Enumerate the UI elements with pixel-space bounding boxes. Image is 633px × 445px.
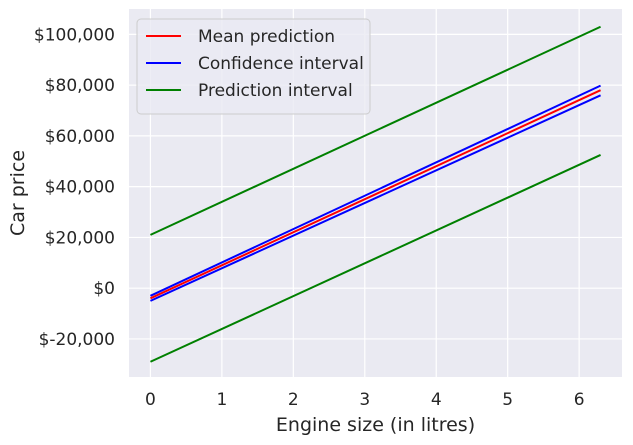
y-tick-label: $40,000	[45, 178, 115, 198]
x-tick-labels: 0 1 2 3 4 5 6	[145, 390, 585, 410]
legend-box	[136, 18, 371, 115]
y-tick-label: $60,000	[45, 127, 115, 147]
x-tick-label: 6	[574, 390, 585, 410]
x-tick-label: 1	[216, 390, 227, 410]
legend-label-mean-prediction: Mean prediction	[198, 27, 335, 47]
y-tick-label: $100,000	[34, 25, 115, 45]
y-tick-label: $0	[93, 279, 115, 299]
legend-entries: Mean prediction Confidence interval Predic…	[146, 27, 364, 101]
y-tick-label: $20,000	[45, 228, 115, 248]
y-gridlines	[129, 33, 622, 340]
x-tick-label: 0	[145, 390, 156, 410]
y-tick-label: $-20,000	[39, 330, 115, 350]
x-tick-label: 3	[359, 390, 370, 410]
legend-label-confidence-interval: Confidence interval	[198, 54, 364, 74]
y-axis-label: Car price	[7, 150, 29, 236]
series-line-mean-prediction	[150, 89, 601, 300]
x-tick-label: 5	[502, 390, 513, 410]
x-axis-label: Engine size (in litres)	[276, 414, 475, 436]
series-line-confidence-interval	[150, 84, 601, 297]
y-tick-label: $80,000	[45, 76, 115, 96]
legend: Mean prediction Confidence interval Predic…	[136, 18, 371, 115]
y-tick-labels: $-20,000 $0 $20,000 $40,000 $60,000 $80,000 $1…	[34, 25, 115, 350]
series-line-prediction-interval	[150, 25, 601, 236]
x-tick-label: 4	[431, 390, 442, 410]
legend-label-prediction-interval: Prediction interval	[198, 81, 353, 101]
series-line-prediction-interval	[150, 154, 601, 363]
series-layer	[150, 25, 601, 363]
series-line-confidence-interval	[150, 94, 601, 302]
x-tick-label: 2	[288, 390, 299, 410]
